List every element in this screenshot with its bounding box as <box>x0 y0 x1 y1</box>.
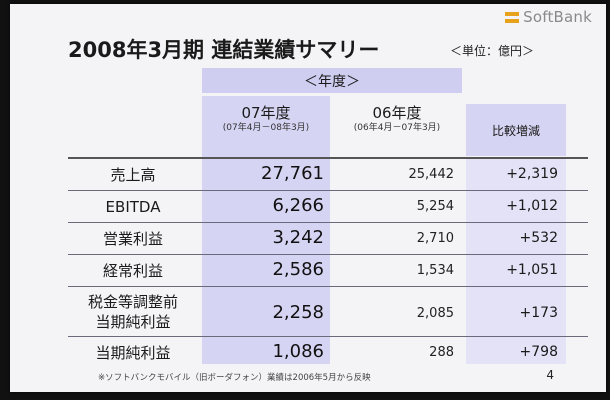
row-value-current: 3,242 <box>272 227 324 248</box>
header-divider <box>68 157 588 159</box>
column-header-current: 07年度 (07年4月－08年3月) <box>202 104 330 134</box>
row-value-difference: +1,012 <box>506 198 558 214</box>
row-value-current: 1,086 <box>272 341 324 362</box>
row-divider <box>68 254 588 255</box>
column-header-previous-period: (06年4月－07年3月) <box>353 123 441 133</box>
column-header-current-period: (07年4月－08年3月) <box>222 123 310 133</box>
slide-title: 2008年3月期 連結業績サマリー <box>68 38 380 62</box>
current-year-column-bg <box>202 96 330 364</box>
row-label-sales: 売上高 <box>110 166 156 184</box>
row-label-net-income: 当期純利益 <box>95 344 171 362</box>
row-value-difference: +532 <box>519 230 558 246</box>
row-divider <box>68 286 588 287</box>
row-value-previous: 2,710 <box>416 231 454 246</box>
row-value-previous: 25,442 <box>408 167 455 182</box>
row-divider <box>68 190 588 191</box>
footnote: ※ソフトバンクモバイル（旧ボーダフォン）業績は2006年5月から反映 <box>98 373 371 383</box>
column-header-difference: 比較増減 <box>466 104 566 156</box>
row-label-line-1: 税金等調整前 <box>87 293 178 311</box>
row-value-difference: +798 <box>519 344 558 360</box>
row-value-difference: +2,319 <box>506 166 558 182</box>
row-value-previous: 5,254 <box>416 199 454 214</box>
column-header-previous-label: 06年度 <box>372 104 422 122</box>
unit-label: ＜単位：億円＞ <box>450 44 535 58</box>
presentation-slide: SoftBank 2008年3月期 連結業績サマリー ＜単位：億円＞ ＜年度＞ … <box>10 4 606 392</box>
row-value-current: 27,761 <box>261 163 324 184</box>
row-value-difference: +173 <box>519 305 558 321</box>
softbank-logo: SoftBank <box>505 8 592 26</box>
year-header: ＜年度＞ <box>202 68 462 93</box>
row-value-current: 6,266 <box>272 195 324 216</box>
row-label-pretax-income: 税金等調整前 当期純利益 <box>68 292 198 332</box>
row-value-previous: 1,534 <box>416 263 454 278</box>
difference-column-bg <box>466 158 566 364</box>
logo-text: SoftBank <box>523 8 592 26</box>
row-value-difference: +1,051 <box>506 262 558 278</box>
row-label-operating-income: 営業利益 <box>102 230 163 248</box>
row-value-current: 2,586 <box>272 259 324 280</box>
logo-mark-icon <box>505 11 520 23</box>
row-value-previous: 288 <box>429 345 454 360</box>
results-table: ＜年度＞ 07年度 (07年4月－08年3月) 06年度 (06年4月－07年3… <box>68 68 588 364</box>
column-header-current-label: 07年度 <box>241 104 291 122</box>
row-value-previous: 2,085 <box>416 306 454 321</box>
page-number: 4 <box>546 368 554 382</box>
row-label-ebitda: EBITDA <box>105 198 161 216</box>
row-divider <box>68 336 588 337</box>
row-label-line-2: 当期純利益 <box>95 313 171 331</box>
column-header-previous: 06年度 (06年4月－07年3月) <box>332 104 462 134</box>
row-label-ordinary-income: 経常利益 <box>102 262 163 280</box>
row-value-current: 2,258 <box>272 302 324 323</box>
row-divider <box>68 222 588 223</box>
